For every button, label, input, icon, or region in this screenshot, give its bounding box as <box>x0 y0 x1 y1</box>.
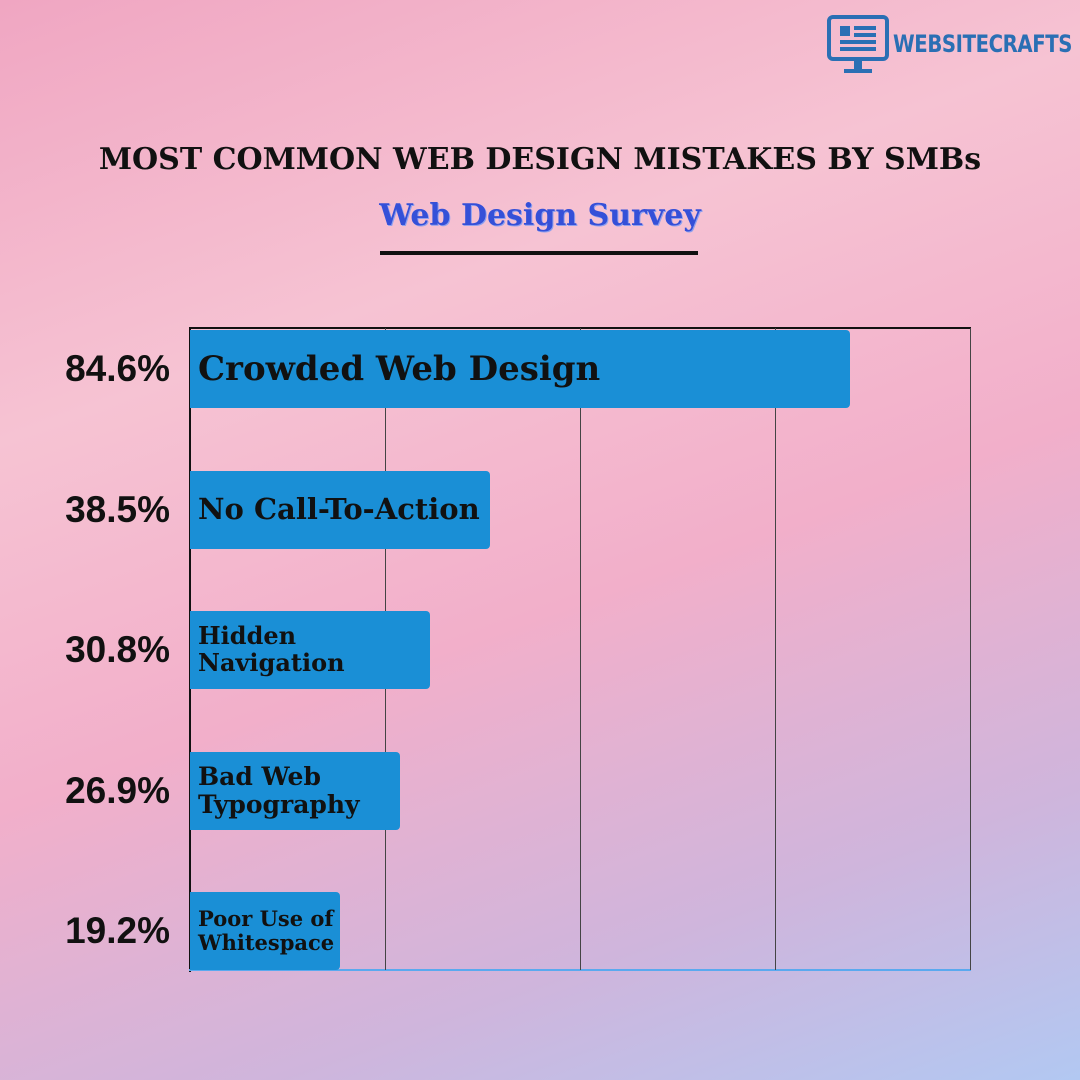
bar <box>190 892 340 970</box>
category-label: Hidden Navigation <box>198 621 345 677</box>
value-label: 26.9% <box>65 769 170 811</box>
value-label: 38.5% <box>65 488 170 530</box>
bar <box>190 330 850 408</box>
logo-icon <box>827 15 889 73</box>
grid-line <box>970 328 971 970</box>
chart-subtitle: Web Design Survey <box>379 198 701 233</box>
value-label: 84.6% <box>65 348 170 389</box>
category-label: Poor Use of Whitespace <box>198 906 335 955</box>
category-label: Bad Web Typography <box>198 761 360 819</box>
value-label: 19.2% <box>65 910 170 951</box>
x-axis-line <box>189 969 971 971</box>
value-label: 30.8% <box>65 629 170 670</box>
logo-text: WEBSITECRAFTS <box>893 30 1073 58</box>
subtitle-underline <box>380 251 698 255</box>
category-label: No Call-To-Action <box>198 492 480 527</box>
bar <box>190 751 400 830</box>
grid-line <box>775 328 776 970</box>
category-label: Crowded Web Design <box>198 348 601 389</box>
bar <box>190 470 491 549</box>
bar <box>190 611 431 689</box>
grid-line <box>580 328 581 970</box>
chart-title: MOST COMMON WEB DESIGN MISTAKES BY SMBs <box>98 142 982 177</box>
